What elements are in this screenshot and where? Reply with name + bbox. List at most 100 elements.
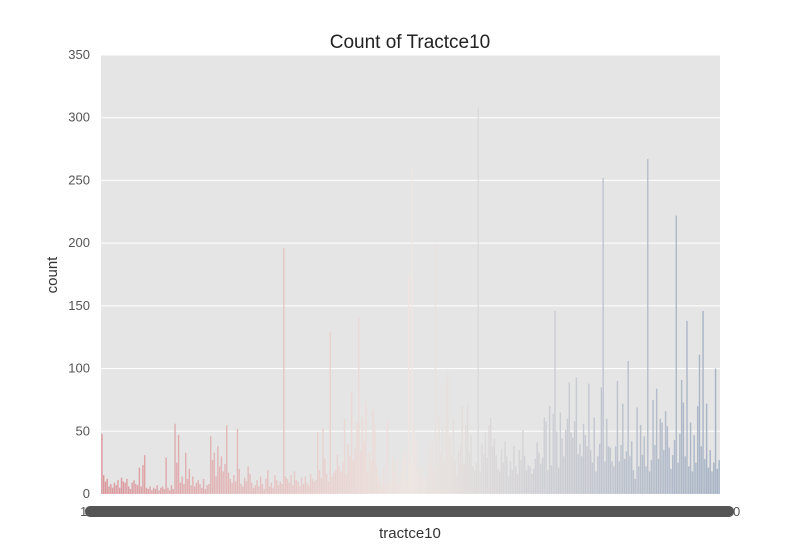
bar <box>345 473 347 494</box>
bar <box>682 402 685 494</box>
bar <box>270 482 273 494</box>
bar <box>516 473 519 494</box>
bar <box>663 450 665 494</box>
bar <box>550 465 553 494</box>
bar <box>616 381 619 494</box>
y-tick-labels: 0 50 100 150 200 250 300 350 <box>68 47 90 501</box>
bar <box>327 481 330 494</box>
bar <box>643 436 645 494</box>
bar <box>145 487 148 494</box>
y-tick-label: 0 <box>83 486 90 501</box>
bar <box>136 485 139 494</box>
bar <box>393 471 396 494</box>
bar <box>306 482 308 494</box>
bar <box>368 452 371 494</box>
bar <box>538 452 540 494</box>
bar <box>156 485 158 494</box>
bar <box>276 480 278 494</box>
bar <box>267 470 269 494</box>
bar <box>422 468 424 494</box>
bar <box>252 487 255 494</box>
plot-background <box>101 55 720 494</box>
bar <box>693 435 695 494</box>
bar <box>231 482 233 494</box>
bar <box>185 452 187 494</box>
bar <box>338 466 340 494</box>
bar <box>561 438 563 494</box>
bar <box>402 458 405 494</box>
bar <box>354 448 356 494</box>
bar <box>390 478 392 494</box>
bar <box>343 418 346 494</box>
bar <box>325 473 328 494</box>
bar <box>570 432 572 494</box>
bar <box>443 461 446 494</box>
bar <box>577 453 579 494</box>
bar <box>293 471 296 494</box>
bar <box>102 475 105 494</box>
bar <box>504 441 506 494</box>
bar <box>509 461 512 494</box>
bar <box>177 435 180 494</box>
bar <box>595 471 597 494</box>
bar <box>179 482 182 494</box>
bar <box>686 320 688 494</box>
bar <box>218 466 221 494</box>
bar <box>432 471 435 494</box>
bar <box>461 406 463 494</box>
bar <box>541 457 544 494</box>
bar <box>243 477 246 494</box>
bar <box>479 471 481 494</box>
bar <box>536 442 538 494</box>
y-tick-label: 250 <box>68 172 90 187</box>
bar <box>340 471 342 494</box>
bar <box>598 443 601 494</box>
bar <box>152 487 155 494</box>
bar <box>304 476 306 494</box>
bar <box>515 466 517 494</box>
bar <box>229 478 232 494</box>
bar <box>634 478 636 494</box>
bar <box>124 482 126 494</box>
bar <box>281 483 283 494</box>
bar <box>463 462 465 494</box>
bar <box>397 482 399 494</box>
bar <box>399 476 401 494</box>
bar <box>384 485 387 494</box>
bar <box>593 417 595 494</box>
bar <box>520 460 522 494</box>
bar <box>454 458 456 494</box>
bar <box>438 417 440 494</box>
bar <box>484 432 487 494</box>
bar <box>491 446 494 494</box>
bar <box>292 485 294 494</box>
y-axis-label: count <box>44 256 61 294</box>
bar <box>165 457 167 494</box>
bar <box>625 451 628 494</box>
bar <box>299 486 301 494</box>
bar <box>691 471 694 494</box>
bar <box>657 458 660 494</box>
bar <box>195 482 198 494</box>
bar <box>391 456 394 494</box>
bar <box>466 404 469 494</box>
bar <box>620 445 622 494</box>
bar <box>531 473 533 494</box>
bar <box>356 422 358 494</box>
bar <box>582 423 585 494</box>
bar <box>527 465 529 494</box>
bar <box>256 480 258 494</box>
bar <box>331 476 333 494</box>
bar <box>434 244 437 494</box>
bar <box>288 482 290 494</box>
bar <box>240 483 242 494</box>
bar <box>259 476 262 494</box>
bar <box>543 417 546 494</box>
bar <box>172 488 174 494</box>
y-tick-label: 100 <box>68 361 90 376</box>
bar <box>204 488 207 494</box>
bar <box>586 446 588 494</box>
bar <box>277 485 280 494</box>
bar <box>290 475 292 494</box>
